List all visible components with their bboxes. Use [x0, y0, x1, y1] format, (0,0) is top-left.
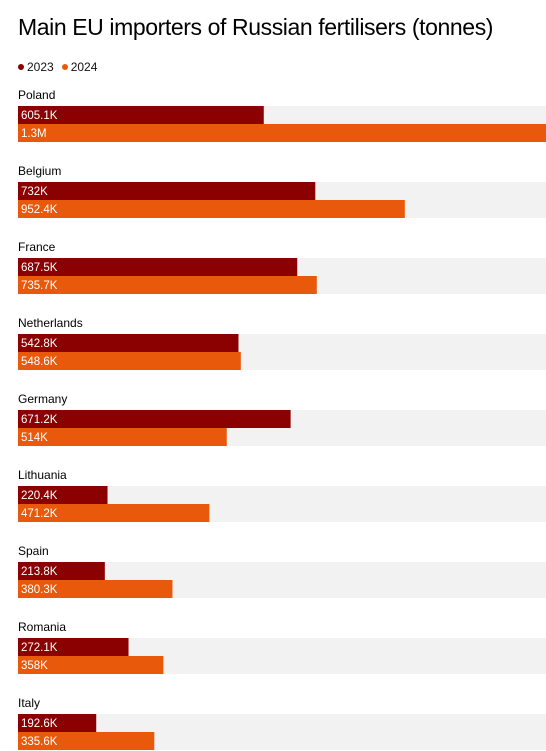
bar-2023-poland [18, 106, 264, 124]
bar-2024-italy [18, 732, 155, 750]
bar-2024-netherlands [18, 352, 241, 370]
data-label-2024-poland: 1.3M [21, 128, 47, 140]
bar-2024-lithuania [18, 504, 210, 522]
bar-2024-romania [18, 656, 164, 674]
category-label-poland: Poland [18, 88, 55, 102]
legend-label-2023: 2023 [27, 60, 54, 74]
data-label-2024-romania: 358K [21, 660, 48, 672]
bar-2024-germany [18, 428, 227, 446]
data-label-2023-spain: 213.8K [21, 566, 58, 578]
legend-item-2024: 2024 [61, 60, 98, 74]
data-label-2023-belgium: 732K [21, 186, 48, 198]
bar-2024-france [18, 276, 317, 294]
bar-2024-belgium [18, 200, 405, 218]
category-label-germany: Germany [18, 392, 67, 406]
data-label-2023-italy: 192.6K [21, 718, 58, 730]
bar-2023-romania [18, 638, 129, 656]
data-label-2023-netherlands: 542.8K [21, 338, 58, 350]
legend-label-2024: 2024 [70, 60, 98, 74]
bar-2023-spain [18, 562, 105, 580]
data-label-2024-belgium: 952.4K [21, 204, 58, 216]
data-label-2024-spain: 380.3K [21, 584, 58, 596]
data-label-2023-france: 687.5K [21, 262, 58, 274]
category-label-netherlands: Netherlands [18, 316, 83, 330]
legend-swatch-2023 [18, 64, 24, 70]
data-label-2023-romania: 272.1K [21, 642, 58, 654]
data-label-2023-lithuania: 220.4K [21, 490, 58, 502]
bar-2023-belgium [18, 182, 316, 200]
legend-swatch-2024 [61, 64, 68, 70]
chart-title: Main EU importers of Russian fertilisers… [18, 14, 494, 40]
category-label-france: France [18, 240, 56, 254]
bar-2023-germany [18, 410, 291, 428]
data-label-2024-italy: 335.6K [21, 736, 58, 748]
data-label-2024-netherlands: 548.6K [21, 356, 58, 368]
bar-2023-italy [18, 714, 97, 732]
category-label-lithuania: Lithuania [18, 468, 67, 482]
data-label-2024-lithuania: 471.2K [21, 508, 58, 520]
bar-2023-france [18, 258, 298, 276]
category-label-belgium: Belgium [18, 164, 61, 178]
data-label-2024-germany: 514K [21, 432, 48, 444]
bar-2023-lithuania [18, 486, 108, 504]
data-label-2024-france: 735.7K [21, 280, 58, 292]
legend: 2023 2024 [18, 60, 105, 74]
category-label-romania: Romania [18, 620, 66, 634]
data-label-2023-germany: 671.2K [21, 414, 58, 426]
bar-2023-netherlands [18, 334, 239, 352]
category-label-italy: Italy [18, 696, 40, 710]
bar-2024-spain [18, 580, 173, 598]
data-label-2023-poland: 605.1K [21, 110, 58, 122]
bar-2024-poland [18, 124, 546, 142]
category-label-spain: Spain [18, 544, 49, 558]
legend-item-2023: 2023 [18, 60, 54, 74]
